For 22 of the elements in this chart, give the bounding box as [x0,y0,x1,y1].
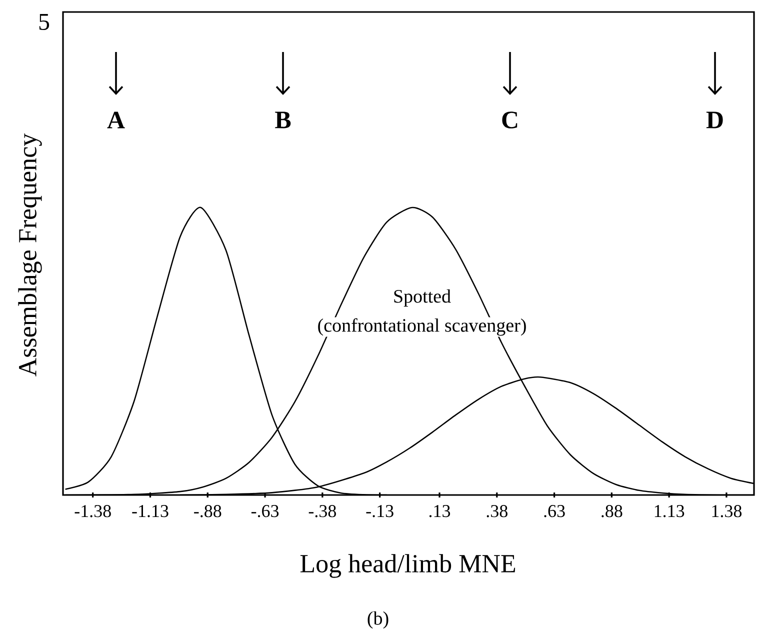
x-axis-title: Log head/limb MNE [300,554,516,578]
x-tick-label: 1.38 [712,505,742,518]
x-tick-label: .13 [429,505,450,518]
x-tick-label: -.63 [251,505,279,518]
text: 5 [39,14,50,30]
text: (b) [368,611,388,629]
annotation: (confrontational scavenger) [318,318,526,336]
x-tick-label: -.13 [366,505,394,518]
text: D [706,112,723,128]
x-tick-label: -.38 [308,505,336,518]
y-axis-title: Assemblage Frequency [18,133,42,376]
x-tick-label: -.88 [194,505,222,518]
x-tick-label: -1.13 [132,505,168,518]
x-tick-label: 1.13 [654,505,684,518]
x-tick-label: .38 [486,505,508,518]
text: C [502,112,518,128]
x-tick-label: .63 [544,505,565,518]
text: A [107,112,125,128]
x-tick-label: .88 [602,505,622,518]
text: B [275,112,291,128]
annotation: Spotted [394,289,451,307]
x-tick-label: -1.38 [74,505,111,518]
